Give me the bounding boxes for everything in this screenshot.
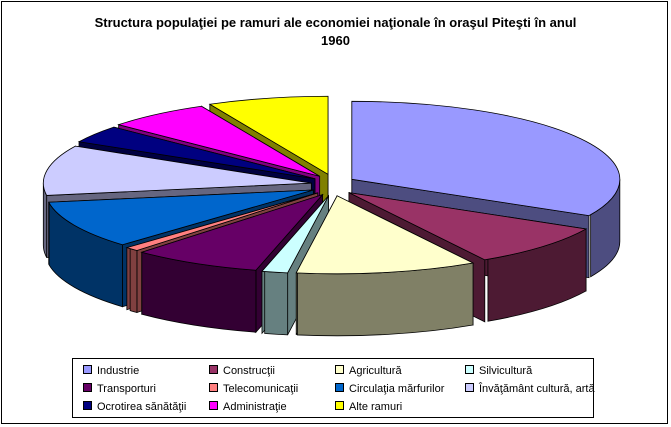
- legend-item: Alte ramuri: [335, 401, 402, 414]
- legend-label: Ocrotirea sănătăţii: [97, 401, 187, 413]
- legend-item: Silvicultură: [465, 365, 532, 378]
- legend-label: Administraţie: [223, 401, 287, 413]
- legend-item: Administraţie: [209, 401, 287, 414]
- legend-swatch: [209, 401, 218, 410]
- legend-swatch: [83, 365, 92, 374]
- slice-1: [348, 192, 588, 261]
- slice-2: [295, 195, 475, 275]
- legend-label: Transporturi: [97, 383, 156, 395]
- slice-5: [125, 192, 318, 251]
- legend-swatch: [209, 365, 218, 374]
- legend-label: Silvicultură: [479, 365, 533, 377]
- legend-label: Industrie: [97, 365, 140, 377]
- slice-7: [42, 145, 312, 196]
- slice-9: [117, 105, 320, 177]
- legend-label: Alte ramuri: [349, 401, 403, 413]
- slice-wall-5: [129, 248, 138, 314]
- legend-item: Agricultură: [335, 365, 402, 378]
- legend-swatch: [465, 383, 474, 392]
- slice-wall-3: [264, 271, 289, 336]
- legend-item: Învăţământ cultură, artă: [465, 383, 595, 396]
- legend-label: Circulaţia mărfurilor: [349, 383, 445, 395]
- legend-label: Învăţământ cultură, artă: [479, 383, 595, 395]
- legend-item: Construcţii: [209, 365, 275, 378]
- chart-title: Structura populaţiei pe ramuri ale econo…: [60, 14, 611, 50]
- legend-item: Circulaţia mărfurilor: [335, 383, 444, 396]
- legend-item: Ocrotirea sănătăţii: [83, 401, 186, 414]
- pie-tops: [42, 95, 621, 275]
- legend-swatch: [83, 383, 92, 392]
- legend-swatch: [83, 401, 92, 410]
- legend-item: Transporturi: [83, 383, 156, 396]
- legend-item: Industrie: [83, 365, 139, 378]
- legend-swatch: [335, 401, 344, 410]
- slice-8: [77, 126, 316, 180]
- chart-legend: Industrie Construcţii Agricultură Silvicult…: [72, 358, 595, 418]
- legend-label: Agricultură: [349, 365, 402, 377]
- slice-4: [140, 193, 324, 271]
- legend-swatch: [335, 383, 344, 392]
- slice-6: [48, 189, 314, 246]
- slice-10: [208, 95, 329, 175]
- chart-title-line-1: Structura populaţiei pe ramuri ale econo…: [94, 15, 577, 30]
- slice-0: [351, 100, 621, 217]
- legend-item: Telecomunicaţii: [209, 383, 298, 396]
- legend-swatch: [209, 383, 218, 392]
- legend-label: Construcţii: [223, 365, 275, 377]
- slice-3: [261, 195, 329, 274]
- legend-label: Telecomunicaţii: [223, 383, 299, 395]
- legend-swatch: [465, 365, 474, 374]
- chart-title-line-2: 1960: [321, 33, 350, 48]
- legend-swatch: [335, 365, 344, 374]
